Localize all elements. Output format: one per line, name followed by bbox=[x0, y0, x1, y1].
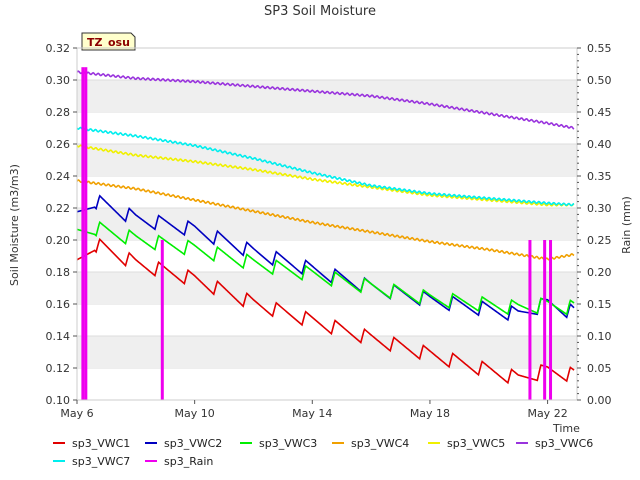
series-line-sp3_VWC2 bbox=[76, 194, 575, 322]
x-tick-label: May 18 bbox=[410, 407, 450, 420]
y2-tick-label: 0.40 bbox=[587, 138, 612, 151]
rain-bar bbox=[84, 67, 88, 400]
x-axis-label: Time bbox=[552, 422, 580, 435]
x-tick-label: May 10 bbox=[175, 407, 215, 420]
chart-title: SP3 Soil Moisture bbox=[264, 4, 376, 19]
legend-label: sp3_VWC5 bbox=[447, 437, 505, 450]
x-tick-label: May 14 bbox=[292, 407, 332, 420]
y-axis-label: Soil Moisture (m3/m3) bbox=[8, 164, 21, 286]
legend-label: sp3_VWC1 bbox=[72, 437, 130, 450]
y-tick-label: 0.20 bbox=[46, 234, 71, 247]
y-tick-label: 0.24 bbox=[46, 170, 71, 183]
x-tick-label: May 22 bbox=[527, 407, 567, 420]
y2-axis-label: Rain (mm) bbox=[620, 196, 633, 254]
y-tick-label: 0.14 bbox=[46, 330, 71, 343]
y-tick-label: 0.22 bbox=[46, 202, 71, 215]
legend-label: sp3_VWC3 bbox=[259, 437, 317, 450]
legend-label: sp3_VWC7 bbox=[72, 455, 130, 468]
y2-tick-label: 0.00 bbox=[587, 394, 612, 407]
rain-bar bbox=[549, 240, 553, 400]
y2-tick-label: 0.30 bbox=[587, 202, 612, 215]
rain-bar bbox=[543, 240, 547, 400]
legend: sp3_VWC1 sp3_VWC2 sp3_VWC3 sp3_VWC4 sp3_VWC5… bbox=[53, 437, 593, 468]
legend-label: sp3_VWC2 bbox=[164, 437, 222, 450]
y-tick-label: 0.32 bbox=[46, 42, 71, 55]
rain-bar bbox=[528, 240, 532, 400]
series-line-sp3_VWC4 bbox=[76, 179, 575, 261]
y2-tick-label: 0.20 bbox=[587, 266, 612, 279]
y2-tick-label: 0.15 bbox=[587, 298, 612, 311]
y-tick-label: 0.18 bbox=[46, 266, 71, 279]
y-tick-label: 0.26 bbox=[46, 138, 71, 151]
legend-label: sp3_VWC6 bbox=[535, 437, 593, 450]
grid-band bbox=[77, 272, 577, 304]
rain-layer bbox=[81, 67, 553, 400]
y-tick-label: 0.10 bbox=[46, 394, 71, 407]
y-tick-label: 0.16 bbox=[46, 298, 71, 311]
legend-label: sp3_Rain bbox=[164, 455, 213, 468]
grid-bands bbox=[77, 47, 577, 400]
y2-tick-label: 0.35 bbox=[587, 170, 612, 183]
y2-tick-label: 0.05 bbox=[587, 362, 612, 375]
legend-label: sp3_VWC4 bbox=[351, 437, 409, 450]
series-line-sp3_VWC5 bbox=[76, 144, 575, 207]
y2-tick-label: 0.55 bbox=[587, 42, 612, 55]
y2-tick-label: 0.10 bbox=[587, 330, 612, 343]
y2-tick-label: 0.45 bbox=[587, 106, 612, 119]
y-tick-label: 0.12 bbox=[46, 362, 71, 375]
y2-tick-label: 0.50 bbox=[587, 74, 612, 87]
series-line-sp3_VWC7 bbox=[76, 126, 575, 207]
rain-bar bbox=[81, 67, 85, 400]
grid-band bbox=[77, 336, 577, 368]
y2-tick-label: 0.25 bbox=[587, 234, 612, 247]
x-tick-label: May 6 bbox=[60, 407, 93, 420]
plot-border bbox=[76, 47, 578, 401]
series-line-sp3_VWC1 bbox=[76, 237, 575, 385]
y-tick-label: 0.28 bbox=[46, 106, 71, 119]
badge-box bbox=[81, 32, 136, 51]
site-badge: TZ_osu bbox=[81, 32, 136, 51]
series-line-sp3_VWC6 bbox=[76, 70, 575, 130]
series-line-sp3_VWC3 bbox=[76, 220, 575, 316]
grid-band bbox=[77, 80, 577, 112]
series-layer bbox=[76, 70, 575, 385]
badge-label: TZ_osu bbox=[87, 36, 130, 49]
axes-layer: 0.10 0.12 0.14 0.16 0.18 0.20 0.22 0.24 0.26 0.28… bbox=[46, 42, 612, 420]
y-tick-label: 0.30 bbox=[46, 74, 71, 87]
grid-band bbox=[77, 144, 577, 176]
rain-bar bbox=[160, 240, 164, 400]
